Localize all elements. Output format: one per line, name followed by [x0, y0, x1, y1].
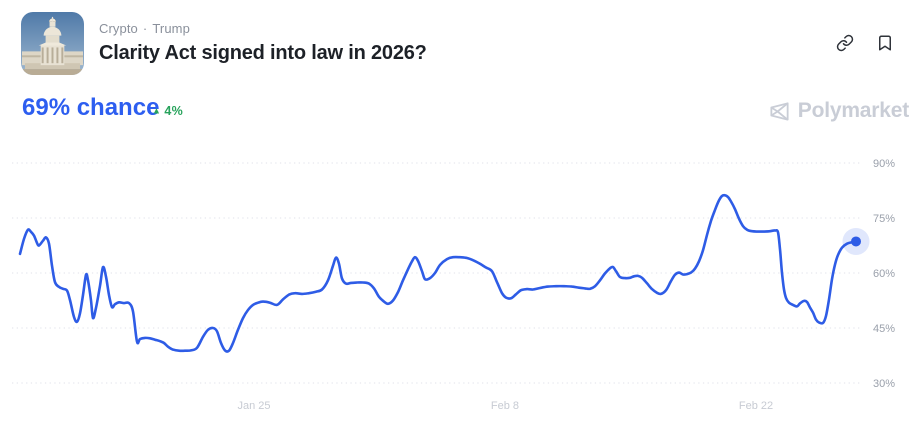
breadcrumb: Crypto · Trump [99, 21, 427, 36]
capitol-building-image [21, 12, 84, 75]
breadcrumb-separator: · [142, 21, 148, 36]
polymarket-logo-icon [770, 101, 789, 121]
header-actions [834, 32, 896, 54]
y-tick-label: 90% [873, 158, 895, 170]
market-avatar[interactable] [21, 12, 84, 75]
market-title[interactable]: Clarity Act signed into law in 2026? [99, 42, 427, 64]
bookmark-icon [879, 35, 891, 51]
breadcrumb-subcategory[interactable]: Trump [152, 21, 190, 36]
header-text: Crypto · Trump Clarity Act signed into law… [99, 21, 427, 65]
y-tick-label: 30% [873, 378, 895, 390]
chart-canvas: 90% 75% 60% 45% 30% Jan 25 Feb 8 Feb 22 [12, 158, 895, 412]
copy-link-button[interactable] [834, 32, 856, 54]
polymarket-watermark[interactable]: Polymarket [768, 99, 909, 123]
y-tick-label: 75% [873, 213, 895, 225]
y-tick-label: 60% [873, 268, 895, 280]
chance-value: 69% chance [22, 94, 160, 121]
chance-change-value: 4% [164, 104, 184, 118]
chance-change: ▲ 4% [152, 104, 183, 118]
up-arrow-icon: ▲ [152, 105, 162, 115]
polymarket-wordmark: Polymarket [797, 99, 909, 122]
price-line [18, 193, 858, 353]
link-icon [836, 34, 854, 52]
current-point-dot [851, 236, 861, 247]
bookmark-button[interactable] [874, 32, 896, 54]
y-tick-label: 45% [873, 323, 895, 335]
breadcrumb-category[interactable]: Crypto [99, 21, 138, 36]
x-tick-label: Feb 22 [739, 400, 773, 412]
x-tick-label: Feb 8 [491, 400, 519, 412]
x-tick-label: Jan 25 [237, 400, 270, 412]
price-chart[interactable]: 90% 75% 60% 45% 30% Jan 25 Feb 8 Feb 22 [0, 145, 920, 431]
